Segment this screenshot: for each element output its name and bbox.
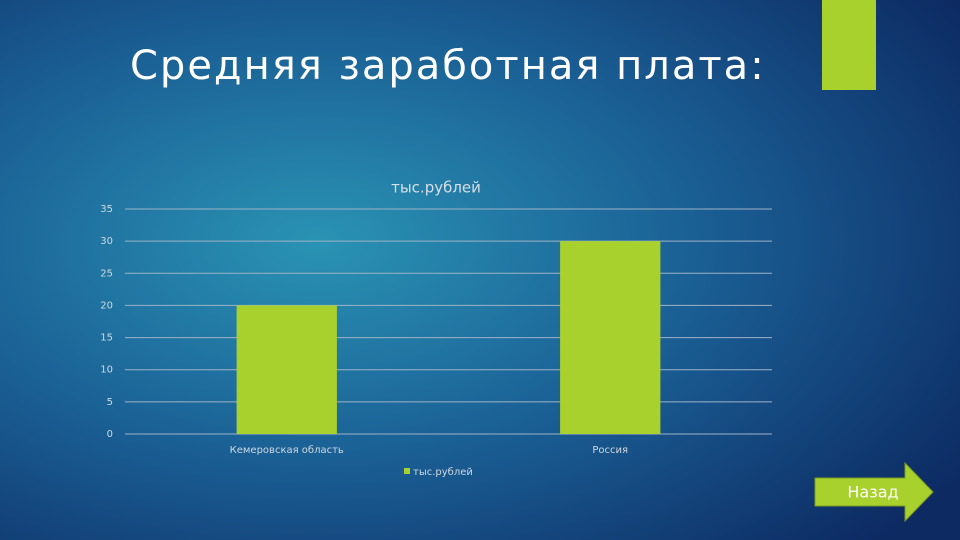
button-label[interactable]: Назад	[847, 483, 898, 502]
slide-title: Средняя заработная плата:	[130, 43, 766, 89]
y-tick-label: 30	[100, 236, 113, 247]
y-tick-label: 5	[107, 397, 113, 408]
x-tick-label: Кемеровская область	[230, 445, 344, 456]
y-tick-label: 35	[100, 204, 113, 215]
y-tick-label: 25	[100, 268, 113, 279]
legend-swatch	[404, 468, 410, 474]
arrow-shape[interactable]	[814, 461, 934, 523]
y-tick-label: 20	[100, 300, 113, 311]
back-button[interactable]: Назад	[814, 461, 934, 523]
bar	[560, 241, 661, 434]
accent-bar	[822, 0, 876, 90]
x-tick-label: Россия	[592, 445, 628, 456]
bar	[236, 305, 337, 434]
chart: тыс.рублей 0 5 10 15 20 25 30 35 Кемеровская обл…	[100, 179, 772, 478]
y-tick-label: 10	[100, 365, 113, 376]
y-tick-label: 15	[100, 333, 113, 344]
chart-title: тыс.рублей	[391, 179, 481, 197]
y-tick-label: 0	[107, 429, 113, 440]
legend-label: тыс.рублей	[413, 467, 473, 478]
